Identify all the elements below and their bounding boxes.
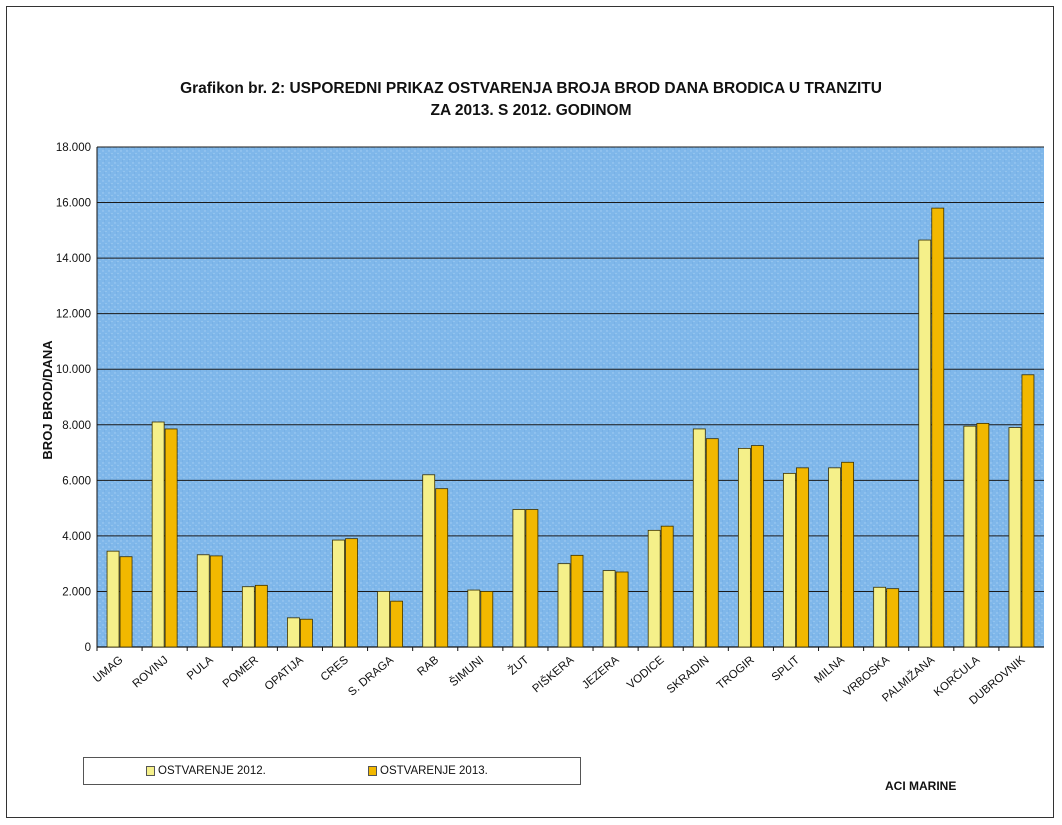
chart-title-line-2: ZA 2013. S 2012. GODINOM — [430, 102, 632, 119]
bar-2013 — [345, 538, 358, 648]
plot-area — [97, 147, 1044, 647]
y-axis-label: BROJ BROD/DANA — [40, 340, 55, 460]
legend-label-2012: OSTVARENJE 2012. — [158, 765, 266, 777]
bar-2012 — [287, 617, 300, 648]
legend-label-2013: OSTVARENJE 2013. — [380, 765, 488, 777]
y-tick-label: 2.000 — [62, 586, 91, 598]
bar-2013 — [660, 525, 674, 648]
bar-2012 — [377, 591, 391, 648]
bar-2012 — [512, 509, 526, 648]
legend-item-2013: OSTVARENJE 2013. — [368, 765, 488, 777]
bar-2013 — [615, 571, 629, 648]
bar-2013 — [209, 555, 223, 648]
bar-2013 — [119, 556, 133, 648]
bar-2012 — [602, 570, 616, 648]
bar-2013 — [435, 488, 449, 648]
x-tick-label: POMER — [221, 654, 261, 690]
bar-2013 — [886, 588, 900, 648]
chart-title-line-1: Grafikon br. 2: USPOREDNI PRIKAZ OSTVARE… — [180, 80, 882, 97]
bar-2013 — [390, 600, 404, 648]
bar-2012 — [151, 421, 165, 648]
x-tick-label: S. DRAGA — [346, 654, 396, 699]
bar-2013 — [750, 445, 764, 648]
x-tick-label: JEZERA — [580, 654, 622, 692]
source-credit: ACI MARINE — [885, 779, 957, 793]
bar-2013 — [705, 438, 719, 648]
bar-2013 — [841, 461, 854, 648]
legend: OSTVARENJE 2012. OSTVARENJE 2013. — [83, 757, 581, 785]
legend-swatch-2012 — [146, 766, 155, 776]
bar-2013 — [164, 428, 178, 648]
y-tick-label: 16.000 — [56, 198, 91, 210]
x-tick-label: PULA — [185, 654, 216, 683]
y-tick-label: 4.000 — [62, 531, 91, 543]
bar-2012 — [422, 474, 436, 648]
bar-2012 — [106, 550, 120, 648]
bar-2012 — [196, 554, 210, 648]
x-tick-label: SPLIT — [770, 654, 802, 684]
x-tick-label: SKRADIN — [665, 654, 712, 696]
bar-2013 — [480, 591, 494, 648]
x-tick-label: UMAG — [91, 654, 125, 685]
bar-2012 — [783, 472, 796, 648]
x-tick-label: ŠIMUNI — [447, 653, 486, 689]
x-tick-label: VODICE — [625, 654, 667, 692]
bar-2013 — [525, 509, 539, 648]
x-tick-label: ŽUT — [506, 653, 531, 677]
bar-2013 — [1021, 374, 1035, 648]
bar-2012 — [467, 589, 481, 648]
x-tick-label: PIŠKERA — [530, 653, 577, 695]
y-tick-label: 6.000 — [62, 475, 91, 487]
bar-2012 — [1008, 427, 1022, 648]
x-tick-label: RAB — [415, 654, 441, 679]
bar-2012 — [241, 586, 255, 648]
y-tick-label: 14.000 — [56, 253, 91, 265]
legend-swatch-2013 — [368, 766, 377, 776]
bar-2012 — [557, 563, 571, 648]
bar-2013 — [300, 618, 313, 648]
x-tick-label: ROVINJ — [131, 654, 171, 690]
bar-2013 — [254, 584, 268, 648]
bar-2012 — [737, 447, 751, 648]
bar-2012 — [647, 529, 661, 648]
y-tick-label: 12.000 — [56, 309, 91, 321]
bar-2012 — [963, 425, 977, 648]
bar-2012 — [918, 239, 932, 648]
bar-2013 — [976, 422, 990, 648]
x-tick-label: TROGIR — [715, 654, 757, 692]
bar-2013 — [931, 207, 945, 648]
bar-2012 — [692, 428, 706, 648]
y-tick-label: 0 — [85, 642, 91, 654]
x-tick-label: MILNA — [812, 654, 847, 686]
y-tick-label: 18.000 — [56, 142, 91, 154]
legend-item-2012: OSTVARENJE 2012. — [146, 765, 266, 777]
y-tick-label: 8.000 — [62, 420, 91, 432]
x-tick-label: OPATIJA — [263, 654, 306, 693]
bar-2013 — [796, 467, 809, 648]
bar-2013 — [570, 554, 584, 648]
x-tick-label: CRES — [319, 654, 351, 684]
bar-2012 — [332, 539, 345, 648]
y-tick-label: 10.000 — [56, 364, 91, 376]
bar-2012 — [828, 467, 841, 648]
bar-2012 — [873, 586, 887, 648]
